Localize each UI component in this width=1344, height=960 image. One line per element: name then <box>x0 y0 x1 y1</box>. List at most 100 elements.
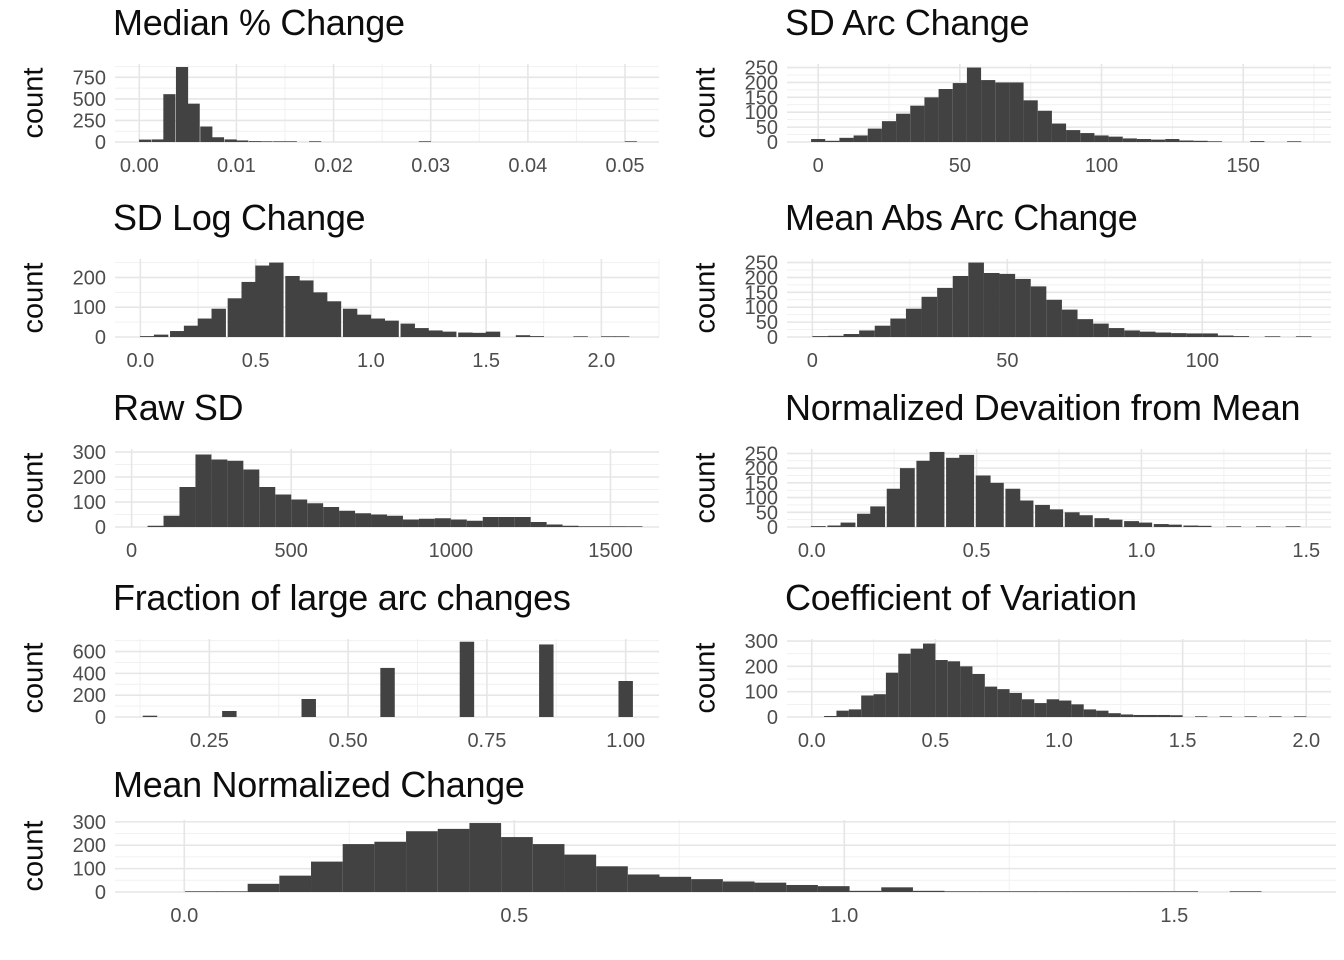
y-tick-label: 0 <box>95 327 106 349</box>
histogram-bar <box>1139 331 1156 337</box>
histogram-bars <box>184 823 1262 892</box>
x-tick-label: 0.0 <box>126 350 154 372</box>
histogram-bar <box>1051 123 1067 142</box>
panel-title: Fraction of large arc changes <box>113 577 571 618</box>
y-tick-label: 300 <box>73 812 106 834</box>
histogram-bar <box>1166 891 1199 892</box>
histogram-bar <box>1157 714 1171 717</box>
histogram-bar <box>236 140 249 142</box>
histogram-bar <box>1030 286 1047 337</box>
histogram-bar <box>1124 521 1139 527</box>
x-tick-label: 0.5 <box>921 730 949 752</box>
y-tick-label: 100 <box>745 488 778 510</box>
histogram-bar <box>355 513 372 527</box>
histogram-bar <box>140 336 155 337</box>
histogram-bar <box>873 694 886 717</box>
histogram-bar <box>966 67 982 142</box>
histogram-bar <box>905 308 922 337</box>
histogram-bar <box>562 525 579 527</box>
x-tick-label: 500 <box>275 540 308 562</box>
y-tick-label: 200 <box>73 267 106 289</box>
histogram-bar <box>596 866 628 892</box>
histogram-bar <box>1015 278 1031 337</box>
x-tick-label: 0.0 <box>798 730 826 752</box>
histogram-bar <box>498 517 515 527</box>
histogram-bar <box>147 525 164 527</box>
histogram-bar <box>307 503 324 527</box>
x-tick-label: 0.5 <box>500 905 528 927</box>
histogram-bar <box>312 292 328 337</box>
y-tick-label: 150 <box>745 87 778 109</box>
histogram-bar <box>999 273 1016 337</box>
y-tick-label: 100 <box>745 682 778 704</box>
histogram-bar <box>827 335 844 337</box>
histogram-bar <box>434 518 451 527</box>
histogram-bar <box>937 287 953 337</box>
histogram-bar <box>151 139 164 142</box>
y-tick-label: 250 <box>73 110 106 132</box>
x-tick-label: 0.00 <box>120 155 159 177</box>
histogram-bar <box>1007 891 1040 892</box>
histogram-bar <box>269 262 284 337</box>
histogram-bar <box>1059 700 1072 717</box>
x-tick-label: 1.5 <box>472 350 500 372</box>
histogram-bar <box>1287 141 1302 142</box>
histogram-bar <box>944 891 977 892</box>
histogram-bar <box>1171 333 1187 337</box>
y-tick-label: 50 <box>756 502 778 524</box>
histogram-bar <box>1034 703 1047 717</box>
histogram-bar <box>995 82 1010 142</box>
histogram-bar <box>326 301 342 337</box>
histogram-bars <box>142 641 633 717</box>
histogram-bar <box>1035 504 1050 527</box>
histogram-bar <box>843 334 860 337</box>
histogram-bar <box>1083 709 1097 717</box>
histogram-bar <box>972 673 985 717</box>
histogram-bar <box>482 517 499 527</box>
histogram-bar <box>1145 714 1158 717</box>
histogram-bar <box>1151 139 1166 142</box>
histogram-bar <box>370 318 385 337</box>
histogram-bar <box>1066 130 1081 142</box>
y-tick-label: 200 <box>73 467 106 489</box>
histogram-bar <box>827 525 843 527</box>
x-tick-label: 1.0 <box>830 905 858 927</box>
histogram-bar <box>1046 299 1062 337</box>
histogram-bar <box>1009 82 1024 142</box>
histogram-bar <box>183 325 199 337</box>
histogram-bar <box>1096 710 1109 717</box>
histogram-bar <box>1170 715 1183 717</box>
x-tick-label: 0 <box>126 540 137 562</box>
y-tick-label: 250 <box>745 443 778 465</box>
histogram-bar <box>1124 330 1140 337</box>
histogram-bars <box>824 643 1307 717</box>
histogram-bar <box>532 844 565 892</box>
histogram-bar <box>301 699 316 717</box>
x-tick-label: 0.75 <box>467 730 506 752</box>
histogram-bar <box>1071 891 1104 892</box>
histogram-bar <box>923 643 936 717</box>
histogram-bar <box>1077 319 1094 337</box>
histogram-bar <box>988 482 1004 527</box>
x-tick-label: 1500 <box>588 540 633 562</box>
histogram-bars <box>811 67 1302 142</box>
x-tick-label: 0.25 <box>190 730 229 752</box>
histogram-bar <box>1195 716 1208 717</box>
histogram-bar <box>929 451 945 527</box>
histogram-bar <box>1037 110 1052 142</box>
histogram-bars <box>812 262 1312 337</box>
histogram-bar <box>1108 136 1123 142</box>
panel-raw-sd: Raw SD count 0 100 200 300 0 500 1000 1500 <box>0 385 672 575</box>
histogram-bar <box>1039 891 1072 892</box>
histogram-bar <box>501 837 533 892</box>
histogram-bar <box>624 141 637 142</box>
histogram-bar <box>1293 716 1307 717</box>
axis-tick-labels: 0 100 200 300 0.0 0.5 1.0 1.5 2.0 <box>745 631 1321 752</box>
histogram-bar <box>754 882 787 892</box>
histogram-bar <box>1018 500 1034 527</box>
histogram-bar <box>515 335 531 337</box>
